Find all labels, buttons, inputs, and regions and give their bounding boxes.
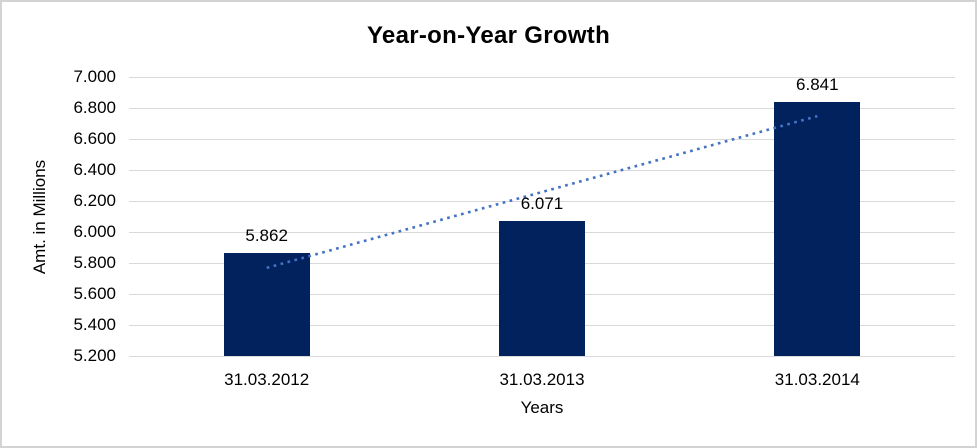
y-axis-tick-label: 5.600 bbox=[73, 284, 116, 303]
gridline bbox=[129, 76, 955, 78]
x-axis-title: Years bbox=[520, 398, 564, 417]
y-axis-tick-label: 6.800 bbox=[73, 98, 116, 117]
y-axis-tick-label: 5.400 bbox=[73, 315, 116, 334]
y-axis-tick-label: 5.200 bbox=[73, 346, 116, 365]
y-axis-tick-label: 6.400 bbox=[73, 160, 116, 179]
bar bbox=[223, 253, 310, 356]
gridline bbox=[129, 169, 955, 171]
y-axis-tick-label: 6.000 bbox=[73, 222, 116, 241]
bar bbox=[774, 101, 861, 356]
gridline bbox=[129, 355, 955, 357]
plot-area bbox=[129, 76, 955, 357]
gridline bbox=[129, 107, 955, 109]
x-axis-tick-label: 31.03.2012 bbox=[224, 370, 310, 389]
trendline bbox=[266, 114, 818, 270]
y-axis-tick-label: 5.800 bbox=[73, 253, 116, 272]
y-axis-tick-label: 7.000 bbox=[73, 67, 116, 86]
bar bbox=[499, 221, 585, 356]
x-axis-tick-label: 31.03.2014 bbox=[774, 370, 860, 389]
chart-title: Year-on-Year Growth bbox=[366, 22, 611, 49]
x-axis-tick-label: 31.03.2013 bbox=[499, 370, 585, 389]
trendline-path bbox=[266, 114, 818, 270]
bar-value-label: 6.841 bbox=[796, 74, 839, 94]
bar-value-label: 5.862 bbox=[245, 226, 288, 246]
y-axis-tick-label: 6.200 bbox=[73, 191, 116, 210]
y-axis-tick-label: 6.600 bbox=[73, 129, 116, 148]
bar-value-label: 6.071 bbox=[520, 193, 564, 213]
gridline bbox=[129, 200, 955, 202]
gridline bbox=[129, 138, 955, 140]
